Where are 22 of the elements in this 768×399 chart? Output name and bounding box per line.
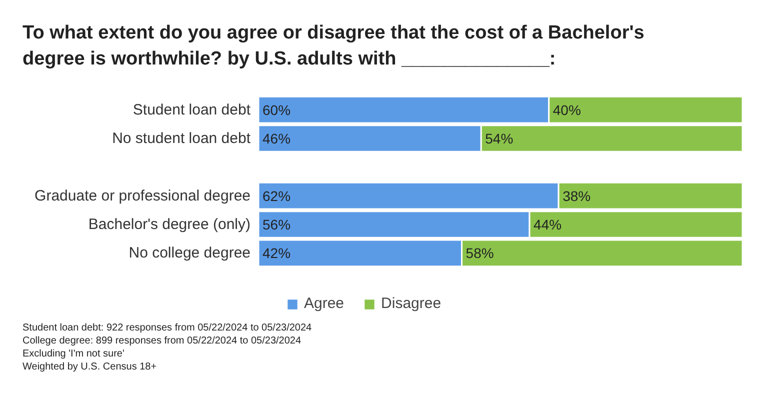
text: Student loan debt: 922 responses from 05/22/2024 to 05/23/2024 [22, 322, 312, 334]
data-label: 54% [485, 130, 514, 146]
data-label: 38% [562, 188, 591, 204]
legend-label: Disagree [381, 295, 442, 312]
y-tick-label: No college degree [128, 244, 251, 262]
y-tick-label: No student loan debt [112, 130, 252, 147]
y-tick-label: Bachelor's degree (only) [88, 216, 251, 233]
data-label: 58% [466, 245, 494, 262]
data-label: 56% [262, 216, 291, 232]
chart-title: To what extent do you agree or disagree that the cost of a Bachelor's degree is worthwhile? by U.S. adults with ______________: [22, 22, 644, 70]
data-label: 42% [262, 245, 291, 262]
data-label: 40% [552, 102, 581, 118]
text: Excluding 'I'm not sure' [22, 348, 124, 360]
data-label: 44% [534, 216, 562, 232]
legend-label: Agree [304, 295, 344, 312]
text: College degree: 899 responses from 05/22/2024 to 05/23/2024 [22, 336, 302, 346]
data-label: 60% [262, 102, 291, 118]
y-tick-label: Student loan debt [132, 101, 252, 118]
data-label: 62% [262, 188, 291, 204]
data-label: 46% [262, 130, 291, 146]
y-tick-label: Graduate or professional degree [34, 187, 251, 204]
text: Weighted by U.S. Census 18+ [22, 362, 157, 372]
